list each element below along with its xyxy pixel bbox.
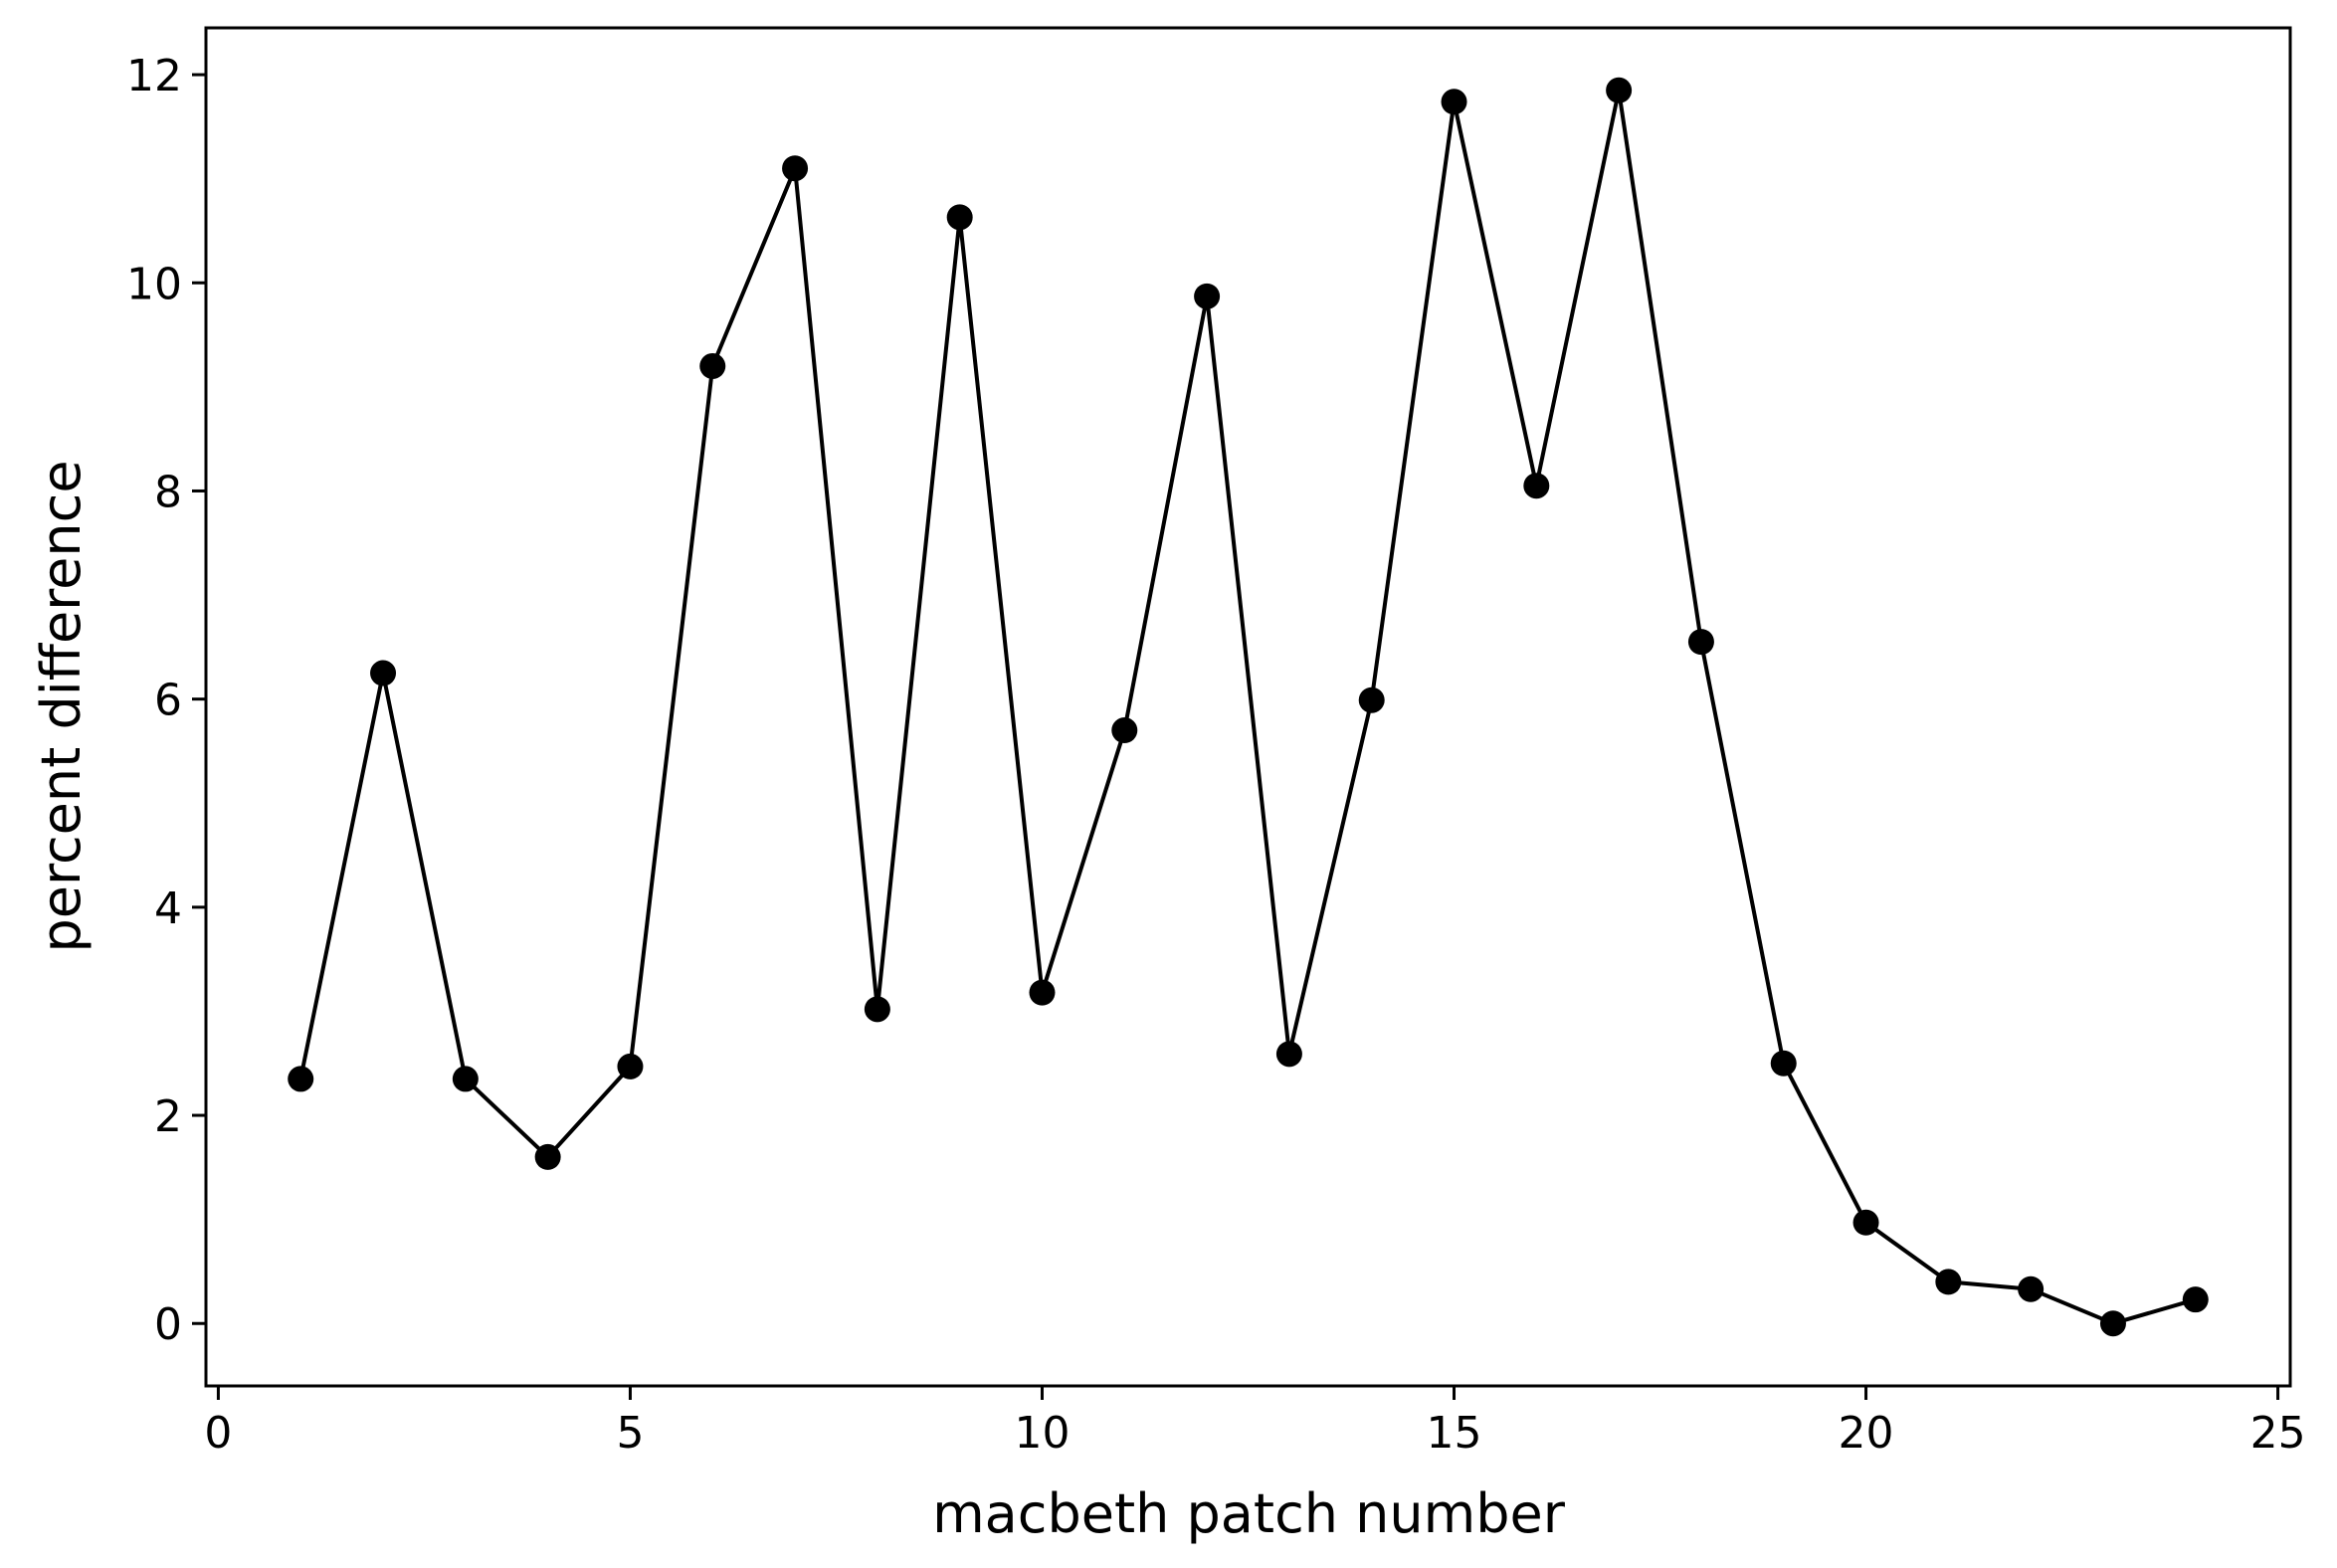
data-point <box>1523 473 1550 499</box>
data-point <box>370 660 397 686</box>
plot-frame <box>204 26 2292 1388</box>
data-point <box>1275 1041 1302 1068</box>
series-layer <box>288 77 2209 1337</box>
data-point <box>699 352 726 379</box>
y-tick-label: 0 <box>154 1299 182 1350</box>
series-line <box>298 88 2197 1326</box>
data-point <box>2182 1286 2209 1313</box>
y-tick-label: 12 <box>126 51 182 101</box>
x-tick-label: 25 <box>2250 1408 2306 1459</box>
x-tick-label: 0 <box>204 1408 232 1459</box>
x-tick-label: 10 <box>1014 1408 1070 1459</box>
data-point <box>1441 89 1467 115</box>
y-tick-label: 8 <box>154 467 182 517</box>
data-point <box>864 996 890 1023</box>
data-point <box>1111 717 1138 744</box>
data-point <box>452 1066 479 1092</box>
x-axis-ticks: 0 5 10 15 20 25 <box>204 1386 2306 1459</box>
x-tick-label: 20 <box>1839 1408 1894 1459</box>
data-point <box>1687 629 1714 656</box>
y-axis-ticks: 0 2 4 6 8 10 12 <box>126 51 206 1350</box>
x-axis-label: macbeth patch number <box>932 1482 1566 1545</box>
data-point <box>782 155 809 182</box>
data-point <box>1852 1209 1879 1236</box>
data-point <box>946 204 973 231</box>
y-tick-label: 2 <box>154 1091 182 1142</box>
data-point <box>1029 979 1056 1006</box>
x-tick-label: 5 <box>616 1408 644 1459</box>
y-tick-label: 10 <box>126 259 182 309</box>
data-point <box>1194 283 1221 309</box>
data-point <box>1935 1269 1962 1295</box>
data-point <box>288 1066 314 1092</box>
data-point <box>534 1143 561 1170</box>
x-tick-label: 15 <box>1427 1408 1482 1459</box>
y-tick-label: 6 <box>154 676 182 726</box>
data-point <box>1358 686 1385 713</box>
data-point <box>1606 77 1633 103</box>
y-axis-label: percent difference <box>30 460 93 952</box>
data-point <box>2018 1275 2045 1302</box>
data-point <box>2099 1310 2126 1337</box>
data-point <box>617 1053 644 1079</box>
data-point <box>1770 1050 1797 1077</box>
y-tick-label: 4 <box>154 883 182 934</box>
plot-area <box>204 26 2292 1388</box>
